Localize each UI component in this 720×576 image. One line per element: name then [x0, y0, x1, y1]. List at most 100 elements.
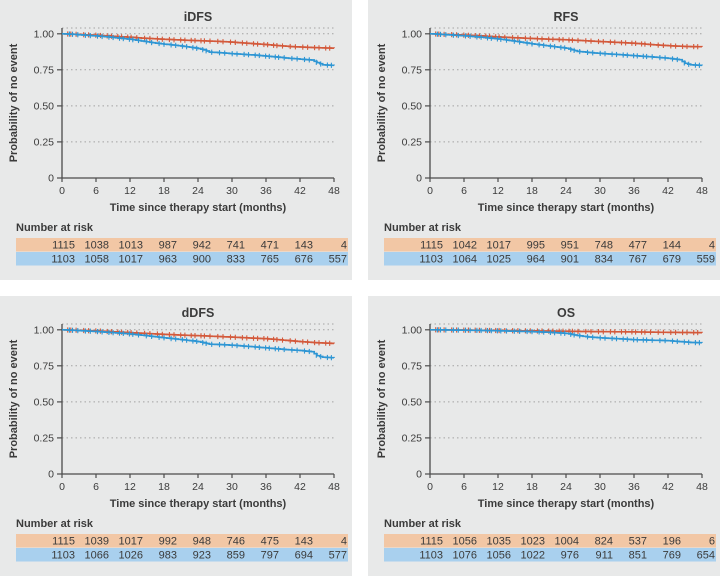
risk-value: 1103	[419, 550, 443, 562]
x-tick-label: 24	[192, 481, 204, 493]
risk-value: 1022	[521, 550, 545, 562]
series-blue-censor-marks	[68, 31, 332, 68]
x-tick-label: 30	[594, 481, 606, 493]
panel-idfs: iDFS Probability of no event Time since …	[0, 0, 352, 280]
x-tick-label: 48	[696, 185, 708, 197]
risk-value: 963	[159, 254, 177, 266]
x-tick-label: 48	[328, 185, 340, 197]
chart-canvas: 0 0.25 0.50 0.75 1.00 0 6 12 18 24 30 36 42 48 1115 105…	[384, 323, 716, 562]
risk-value: 746	[227, 536, 245, 548]
y-tick-label: 0.25	[34, 432, 55, 444]
x-tick-label: 48	[696, 481, 708, 493]
y-axis-label: Probability of no event	[376, 43, 388, 162]
risk-value: 833	[227, 254, 245, 266]
risk-value: 1035	[487, 536, 511, 548]
risk-value: 992	[159, 536, 177, 548]
panel-rfs: RFS Probability of no event Time since t…	[368, 0, 720, 280]
risk-value: 1103	[51, 254, 75, 266]
risk-value: 987	[159, 240, 177, 252]
x-tick-label: 48	[328, 481, 340, 493]
risk-value: 1103	[419, 254, 443, 266]
x-tick-label: 6	[93, 185, 99, 197]
risk-value: 995	[527, 240, 545, 252]
risk-value: 475	[261, 536, 279, 548]
risk-row-series-orange	[16, 534, 348, 548]
risk-row-series-blue	[384, 548, 716, 562]
x-tick-label: 0	[427, 185, 433, 197]
risk-value: 859	[227, 550, 245, 562]
risk-value: 1103	[51, 550, 75, 562]
series-blue-censor-marks	[68, 327, 332, 361]
risk-value: 1025	[487, 254, 511, 266]
y-tick-label: 0.75	[402, 360, 423, 372]
series-blue-censor-marks	[436, 327, 700, 346]
x-tick-label: 42	[662, 481, 674, 493]
x-tick-label: 42	[662, 185, 674, 197]
risk-row-series-blue	[16, 252, 348, 266]
series-blue-curve	[430, 32, 703, 67]
y-axis-label: Probability of no event	[8, 339, 20, 458]
y-tick-label: 1.00	[34, 324, 55, 336]
y-tick-label: 0.50	[402, 100, 423, 112]
series-blue-curve	[62, 32, 335, 67]
risk-value: 1115	[420, 240, 443, 252]
risk-value: 4	[709, 240, 715, 252]
y-tick-label: 0.75	[34, 360, 55, 372]
risk-value: 1017	[119, 254, 143, 266]
x-tick-label: 30	[594, 185, 606, 197]
risk-value: 1017	[487, 240, 511, 252]
risk-value: 679	[663, 254, 681, 266]
x-tick-label: 30	[226, 185, 238, 197]
risk-value: 942	[193, 240, 211, 252]
x-tick-label: 18	[158, 185, 170, 197]
chart-title: dDFS	[182, 306, 215, 320]
risk-value: 1039	[85, 536, 109, 548]
chart-title: RFS	[554, 10, 579, 24]
x-tick-label: 12	[124, 185, 136, 197]
x-tick-label: 12	[492, 481, 504, 493]
risk-value: 797	[261, 550, 279, 562]
x-axis-label: Time since therapy start (months)	[110, 202, 287, 214]
risk-table-label: Number at risk	[384, 518, 462, 530]
x-tick-label: 36	[628, 185, 640, 197]
panel-os: OS Probability of no event Time since th…	[368, 296, 720, 576]
x-axis-label: Time since therapy start (months)	[478, 202, 655, 214]
risk-value: 471	[261, 240, 279, 252]
series-blue-censor-marks	[436, 31, 700, 68]
y-tick-label: 1.00	[402, 28, 423, 40]
x-tick-label: 42	[294, 185, 306, 197]
risk-value: 1026	[119, 550, 143, 562]
km-chart-idfs: iDFS Probability of no event Time since …	[8, 10, 348, 266]
y-axis-label: Probability of no event	[8, 43, 20, 162]
y-tick-label: 0.50	[34, 396, 55, 408]
panel-ddfs: dDFS Probability of no event Time since …	[0, 296, 352, 576]
y-tick-label: 0.25	[402, 136, 423, 148]
series-orange-censor-marks	[67, 327, 331, 346]
risk-value: 923	[193, 550, 211, 562]
risk-value: 1038	[85, 240, 109, 252]
risk-value: 1017	[119, 536, 143, 548]
risk-value: 769	[663, 550, 681, 562]
x-tick-label: 42	[294, 481, 306, 493]
risk-row-series-blue	[16, 548, 348, 562]
y-tick-label: 0.50	[402, 396, 423, 408]
chart-title: OS	[557, 306, 575, 320]
y-tick-label: 0.25	[402, 432, 423, 444]
risk-row-series-orange	[384, 238, 716, 252]
x-tick-label: 24	[560, 481, 572, 493]
x-tick-label: 24	[192, 185, 204, 197]
risk-value: 559	[697, 254, 715, 266]
y-axis-label: Probability of no event	[376, 339, 388, 458]
chart-canvas: 0 0.25 0.50 0.75 1.00 0 6 12 18 24 30 36 42 48 1115 104…	[384, 27, 716, 266]
x-tick-label: 18	[158, 481, 170, 493]
y-tick-label: 0	[48, 469, 54, 481]
y-tick-label: 0.50	[34, 100, 55, 112]
risk-value: 1115	[420, 536, 443, 548]
risk-value: 851	[629, 550, 647, 562]
risk-value: 694	[295, 550, 313, 562]
y-tick-label: 0.75	[34, 64, 55, 76]
risk-value: 1042	[453, 240, 477, 252]
y-tick-label: 0	[48, 173, 54, 185]
x-axis-label: Time since therapy start (months)	[110, 498, 287, 510]
